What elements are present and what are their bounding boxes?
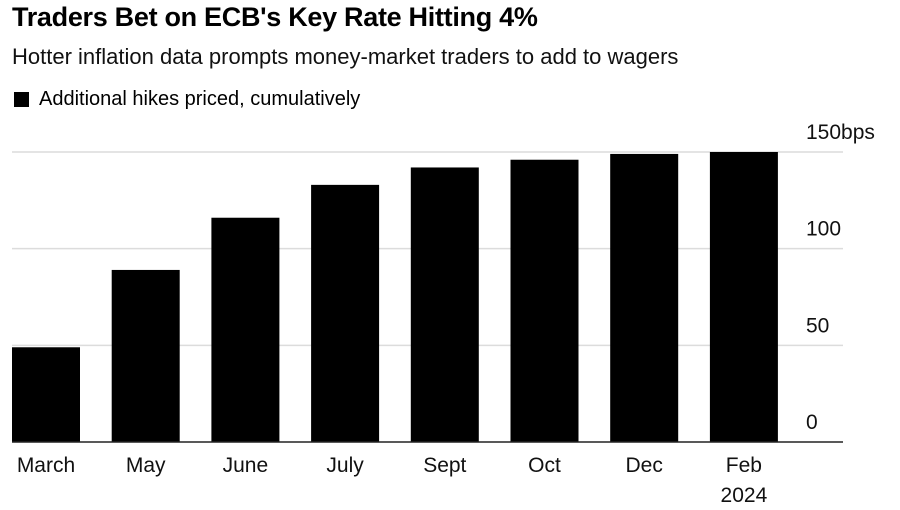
x-tick-label: Oct bbox=[528, 454, 561, 477]
bar bbox=[410, 167, 479, 442]
x-tick-label: Dec bbox=[626, 454, 663, 477]
x-tick-label: July bbox=[326, 454, 364, 477]
x-tick-label: Sept bbox=[423, 454, 466, 477]
x-tick-label: June bbox=[223, 454, 269, 477]
legend-swatch bbox=[14, 92, 29, 107]
bar bbox=[111, 269, 180, 442]
x-tick-label: May bbox=[126, 454, 166, 477]
x-tick-label: March bbox=[17, 454, 75, 477]
x-tick-label: Feb bbox=[726, 454, 762, 477]
x-tick-sublabel: 2024 bbox=[721, 484, 768, 507]
y-tick-label: 0 bbox=[806, 411, 818, 434]
bar bbox=[12, 347, 80, 442]
bar bbox=[709, 152, 778, 442]
bar bbox=[211, 217, 280, 442]
bar bbox=[311, 184, 380, 442]
y-tick-label: 100 bbox=[806, 218, 841, 241]
legend-label: Additional hikes priced, cumulatively bbox=[39, 88, 361, 110]
y-tick-label: 50 bbox=[806, 314, 829, 337]
y-tick-label: 150bps bbox=[806, 121, 875, 144]
chart-subtitle: Hotter inflation data prompts money-mark… bbox=[12, 44, 679, 69]
chart-title: Traders Bet on ECB's Key Rate Hitting 4% bbox=[12, 2, 538, 32]
bar bbox=[610, 153, 679, 442]
legend: Additional hikes priced, cumulatively bbox=[14, 88, 360, 111]
bar bbox=[510, 159, 579, 442]
